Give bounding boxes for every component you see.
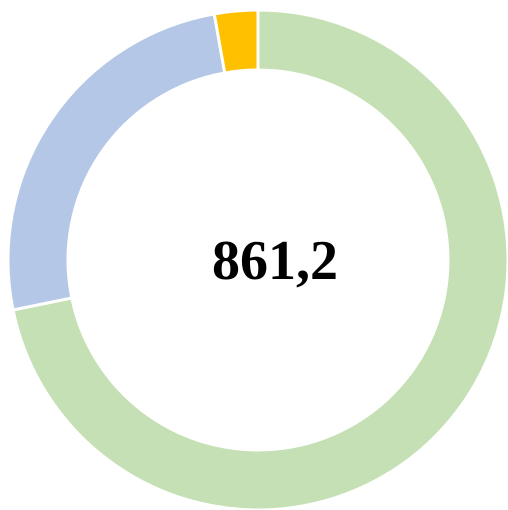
donut-slice	[6, 12, 227, 312]
donut-slice	[11, 8, 508, 510]
center-label: 861,2	[212, 230, 338, 292]
slices	[6, 8, 508, 510]
donut-slice	[212, 8, 260, 75]
